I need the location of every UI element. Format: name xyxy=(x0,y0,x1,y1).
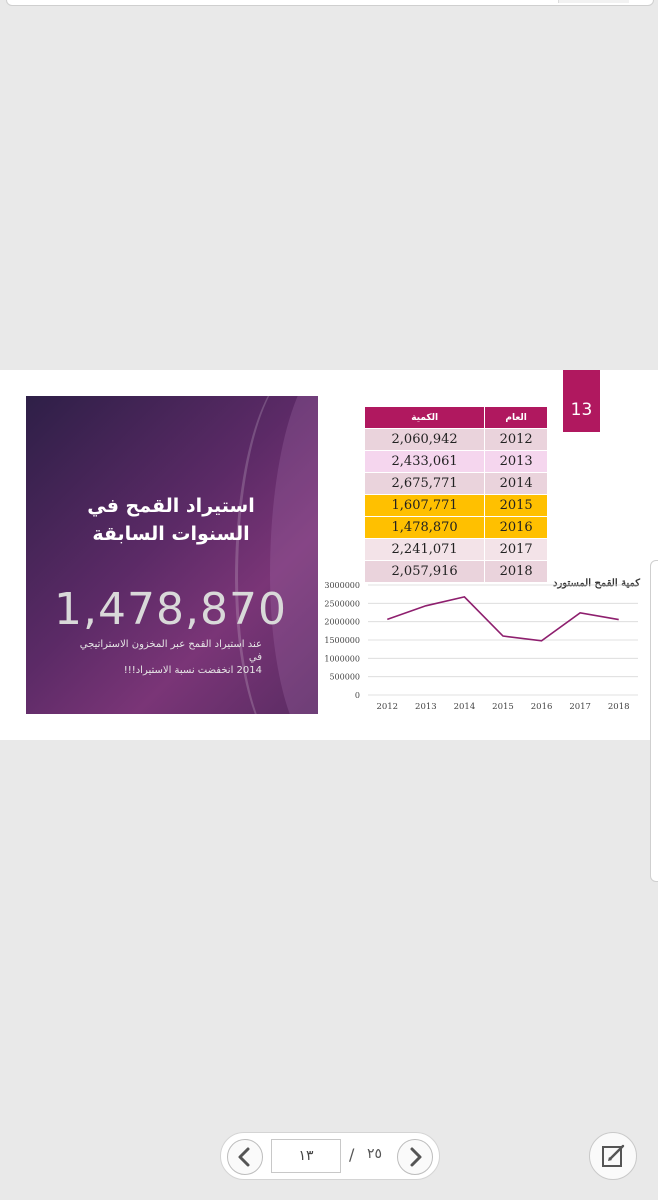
edit-note-icon xyxy=(602,1144,625,1167)
cell-year: 2015 xyxy=(484,494,548,517)
chart-title: كمية القمح المستورد xyxy=(553,578,640,589)
table-row-highlight: 1,478,870 2016 xyxy=(363,516,548,539)
y-tick-label: 2000000 xyxy=(324,618,360,627)
slide-title-line2: السنوات السابقة xyxy=(92,523,250,545)
x-tick-label: 2012 xyxy=(376,702,398,712)
chart-series-line xyxy=(387,596,619,642)
x-tick-label: 2015 xyxy=(492,702,514,712)
cell-year: 2018 xyxy=(484,560,548,583)
cell-year: 2012 xyxy=(484,428,548,451)
edit-button[interactable] xyxy=(589,1132,637,1180)
cell-year: 2014 xyxy=(484,472,548,495)
cell-qty: 2,057,916 xyxy=(363,560,486,583)
page-separator: / xyxy=(349,1145,355,1164)
table-row: 2,060,942 2012 xyxy=(363,428,548,451)
highlight-number: 1,478,870 xyxy=(54,584,287,635)
next-page-button[interactable] xyxy=(397,1139,433,1175)
y-tick-label: 500000 xyxy=(329,673,360,682)
header-year: العام xyxy=(484,406,548,429)
top-toolbar xyxy=(6,0,654,6)
cell-year: 2017 xyxy=(484,538,548,561)
x-tick-label: 2017 xyxy=(569,702,591,712)
x-tick-label: 2013 xyxy=(415,702,437,712)
slide-title-line1: استيراد القمح في xyxy=(87,495,255,517)
slide-title: استيراد القمح في السنوات السابقة xyxy=(66,492,276,548)
decorative-curve-line xyxy=(235,396,318,714)
chart-y-ticks: 0 500000 1000000 1500000 2000000 2500000 30000… xyxy=(324,581,360,700)
chevron-left-icon xyxy=(238,1147,250,1167)
page-total: ٢٥ xyxy=(367,1146,383,1162)
chart-grid xyxy=(368,584,638,696)
x-tick-label: 2016 xyxy=(531,702,553,712)
page-navigator: ١٣ / ٢٥ xyxy=(220,1132,440,1180)
title-panel: استيراد القمح في السنوات السابقة 1,478,8… xyxy=(26,396,318,714)
page-number-input[interactable]: ١٣ xyxy=(271,1139,341,1173)
slide-note: عند استيراد القمح عبر المخزون الاستراتيج… xyxy=(76,638,262,677)
table-row-highlight: 1,607,771 2015 xyxy=(363,494,548,517)
scrollbar-handle[interactable] xyxy=(650,560,658,882)
cell-qty: 2,675,771 xyxy=(363,472,486,495)
prev-page-button[interactable] xyxy=(227,1139,263,1175)
table-row: 2,241,071 2017 xyxy=(363,538,548,561)
import-line-chart: كمية القمح المستورد 0 500000 1000000 150000… xyxy=(324,578,640,712)
y-tick-label: 1500000 xyxy=(324,636,360,645)
table-row: 2,057,916 2018 xyxy=(363,560,548,583)
cell-qty: 2,241,071 xyxy=(363,538,486,561)
table-row: 2,675,771 2014 xyxy=(363,472,548,495)
chart-x-ticks: 2012 2013 2014 2015 2016 2017 2018 xyxy=(376,702,629,712)
x-tick-label: 2018 xyxy=(608,702,630,712)
chevron-right-icon xyxy=(410,1147,422,1167)
cell-qty: 1,607,771 xyxy=(363,494,486,517)
header-qty: الكمية xyxy=(363,406,486,429)
cell-year: 2013 xyxy=(484,450,548,473)
note-line1: عند استيراد القمح عبر المخزون الاستراتيج… xyxy=(79,639,262,663)
x-tick-label: 2014 xyxy=(454,702,476,712)
cell-qty: 2,433,061 xyxy=(363,450,486,473)
import-table: الكمية العام 2,060,942 2012 2,433,061 20… xyxy=(363,406,548,583)
cell-year: 2016 xyxy=(484,516,548,539)
slide-page-number: 13 xyxy=(563,370,600,432)
cell-qty: 2,060,942 xyxy=(363,428,486,451)
y-tick-label: 0 xyxy=(355,691,360,700)
toolbar-tab[interactable] xyxy=(558,0,629,3)
y-tick-label: 2500000 xyxy=(324,599,360,608)
y-tick-label: 1000000 xyxy=(324,654,360,663)
note-line2: 2014 انخفضت نسبة الاستيراد!!! xyxy=(123,665,262,676)
y-tick-label: 3000000 xyxy=(324,581,360,590)
table-row: 2,433,061 2013 xyxy=(363,450,548,473)
cell-qty: 1,478,870 xyxy=(363,516,486,539)
slide-13: استيراد القمح في السنوات السابقة 1,478,8… xyxy=(0,370,658,740)
